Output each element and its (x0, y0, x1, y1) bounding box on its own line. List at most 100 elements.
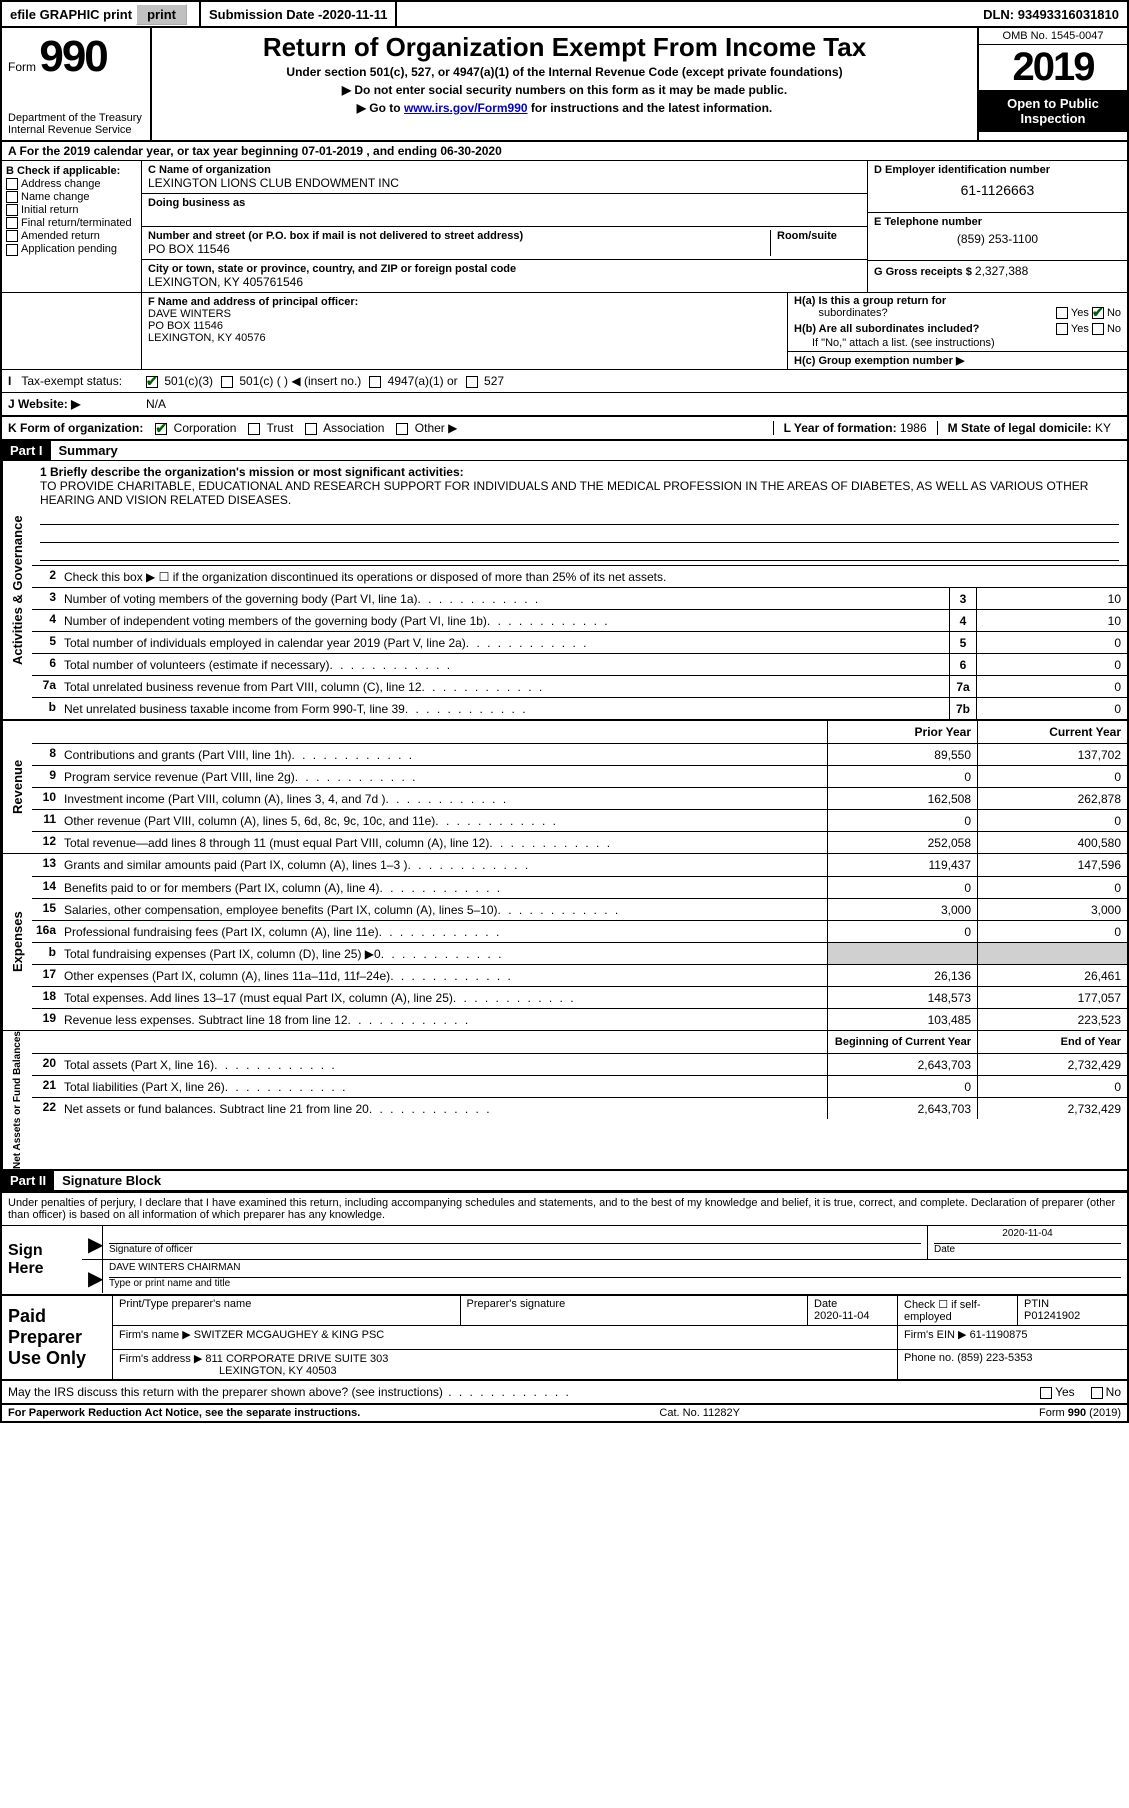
form-header: Form 990 Department of the Treasury Inte… (2, 28, 1127, 142)
header-left: Form 990 Department of the Treasury Inte… (2, 28, 152, 140)
phone: (859) 253-1100 (874, 232, 1121, 246)
vtab-expenses: Expenses (2, 854, 32, 1030)
officer-addr1: PO BOX 11546 (148, 320, 781, 332)
net-assets-section: Net Assets or Fund Balances Beginning of… (2, 1031, 1127, 1171)
chk-initial[interactable]: Initial return (6, 204, 137, 216)
footer-left: For Paperwork Reduction Act Notice, see … (8, 1407, 360, 1419)
tax-exempt-row: I Tax-exempt status: 501(c)(3) 501(c) ( … (2, 369, 1127, 392)
chk-527[interactable]: 527 (466, 374, 504, 388)
efile-label: efile GRAPHIC print print (2, 2, 201, 26)
ein-cell: D Employer identification number 61-1126… (868, 161, 1127, 213)
street-row: Number and street (or P.O. box if mail i… (142, 227, 867, 260)
sign-date: 2020-11-04 (934, 1228, 1121, 1244)
line-13: 13Grants and similar amounts paid (Part … (32, 854, 1127, 876)
activities-governance: Activities & Governance 1 Briefly descri… (2, 461, 1127, 721)
current-year-hdr: Current Year (977, 721, 1127, 743)
chk-name-change[interactable]: Name change (6, 191, 137, 203)
header-right: OMB No. 1545-0047 2019 Open to Public In… (977, 28, 1127, 140)
line-9: 9Program service revenue (Part VIII, lin… (32, 765, 1127, 787)
paid-preparer-block: Paid Preparer Use Only Print/Type prepar… (2, 1296, 1127, 1381)
dept-treasury: Department of the Treasury (8, 112, 144, 124)
row-f-h: F Name and address of principal officer:… (2, 292, 1127, 369)
line-5: 5Total number of individuals employed in… (32, 631, 1127, 653)
ein: 61-1126663 (874, 182, 1121, 198)
chk-other[interactable]: Other ▶ (396, 421, 457, 435)
form-word: Form (8, 60, 36, 74)
form-number: 990 (39, 32, 106, 81)
h-c: H(c) Group exemption number ▶ (788, 351, 1127, 369)
h-b: H(b) Are all subordinates included? Yes … (788, 321, 1127, 337)
year-formation: 1986 (900, 421, 927, 435)
print-name-label: Type or print name and title (109, 1278, 1121, 1289)
dba-cell: Doing business as (142, 194, 867, 227)
eoy-hdr: End of Year (977, 1031, 1127, 1053)
website-row: J Website: ▶ N/A (2, 392, 1127, 416)
note-link: Go to www.irs.gov/Form990 for instructio… (160, 101, 969, 115)
col-headers-row: Revenue Prior Year Current Year 8Contrib… (2, 721, 1127, 854)
boy-hdr: Beginning of Current Year (827, 1031, 977, 1053)
mission-text: TO PROVIDE CHARITABLE, EDUCATIONAL AND R… (40, 479, 1119, 507)
section-b-through-g: B Check if applicable: Address change Na… (2, 161, 1127, 292)
row-a: A For the 2019 calendar year, or tax yea… (2, 142, 1127, 161)
omb-number: OMB No. 1545-0047 (979, 28, 1127, 45)
header-center: Return of Organization Exempt From Incom… (152, 28, 977, 140)
firm-phone: (859) 223-5353 (957, 1352, 1032, 1364)
line-16a: 16aProfessional fundraising fees (Part I… (32, 920, 1127, 942)
chk-501c3[interactable]: 501(c)(3) (146, 374, 213, 388)
firm-ein: 61-1190875 (970, 1329, 1028, 1341)
chk-application[interactable]: Application pending (6, 243, 137, 255)
part1-title: Summary (51, 441, 126, 460)
h-a: H(a) Is this a group return for subordin… (788, 293, 1127, 321)
line-17: 17Other expenses (Part IX, column (A), l… (32, 964, 1127, 986)
chk-corp[interactable]: Corporation (155, 421, 236, 435)
line2: 2 Check this box ▶ ☐ if the organization… (32, 565, 1127, 587)
submission-date: Submission Date - 2020-11-11 (201, 2, 398, 26)
preparer-date: 2020-11-04 (814, 1310, 891, 1322)
form-subtitle: Under section 501(c), 527, or 4947(a)(1)… (160, 65, 969, 79)
vtab-revenue: Revenue (2, 721, 32, 853)
chk-trust[interactable]: Trust (248, 421, 293, 435)
street-address: PO BOX 11546 (148, 242, 764, 256)
city-cell: City or town, state or province, country… (142, 260, 867, 292)
state-domicile: KY (1095, 421, 1111, 435)
line-21: 21Total liabilities (Part X, line 26)00 (32, 1075, 1127, 1097)
line-19: 19Revenue less expenses. Subtract line 1… (32, 1008, 1127, 1030)
line-18: 18Total expenses. Add lines 13–17 (must … (32, 986, 1127, 1008)
chk-amended[interactable]: Amended return (6, 230, 137, 242)
discuss-yes[interactable]: Yes (1040, 1385, 1075, 1399)
line-b: bNet unrelated business taxable income f… (32, 697, 1127, 719)
self-employed-check[interactable]: Check ☐ if self-employed (897, 1296, 1017, 1325)
firm-addr2: LEXINGTON, KY 40503 (119, 1365, 891, 1377)
chk-4947[interactable]: 4947(a)(1) or (369, 374, 457, 388)
line-20: 20Total assets (Part X, line 16)2,643,70… (32, 1053, 1127, 1075)
irs-link[interactable]: www.irs.gov/Form990 (404, 101, 528, 115)
open-inspection: Open to Public Inspection (979, 90, 1127, 132)
box-b-label: B Check if applicable: (6, 165, 137, 177)
dept-irs: Internal Revenue Service (8, 124, 144, 136)
box-f: F Name and address of principal officer:… (142, 293, 787, 369)
line-4: 4Number of independent voting members of… (32, 609, 1127, 631)
line-12: 12Total revenue—add lines 8 through 11 (… (32, 831, 1127, 853)
chk-assoc[interactable]: Association (305, 421, 384, 435)
print-button[interactable]: print (136, 4, 187, 25)
footer-right: Form 990 (2019) (1039, 1407, 1121, 1419)
spacer-left (2, 293, 142, 369)
declaration: Under penalties of perjury, I declare th… (2, 1191, 1127, 1225)
firm-addr1: 811 CORPORATE DRIVE SUITE 303 (205, 1353, 388, 1365)
top-bar: efile GRAPHIC print print Submission Dat… (0, 0, 1129, 28)
line-15: 15Salaries, other compensation, employee… (32, 898, 1127, 920)
prior-year-hdr: Prior Year (827, 721, 977, 743)
org-name: LEXINGTON LIONS CLUB ENDOWMENT INC (148, 176, 861, 190)
discuss-question: May the IRS discuss this return with the… (8, 1385, 1040, 1399)
sign-arrow-icon: ▶ (82, 1226, 102, 1259)
discuss-no[interactable]: No (1091, 1385, 1121, 1399)
chk-final[interactable]: Final return/terminated (6, 217, 137, 229)
line-3: 3Number of voting members of the governi… (32, 587, 1127, 609)
sign-date-label: Date (934, 1244, 1121, 1255)
chk-addr-change[interactable]: Address change (6, 178, 137, 190)
chk-501c[interactable]: 501(c) ( ) ◀ (insert no.) (221, 374, 361, 388)
form-frame: Form 990 Department of the Treasury Inte… (0, 28, 1129, 1423)
sign-here-block: Sign Here ▶ Signature of officer 2020-11… (2, 1225, 1127, 1296)
line-22: 22Net assets or fund balances. Subtract … (32, 1097, 1127, 1119)
spacer (397, 2, 975, 26)
